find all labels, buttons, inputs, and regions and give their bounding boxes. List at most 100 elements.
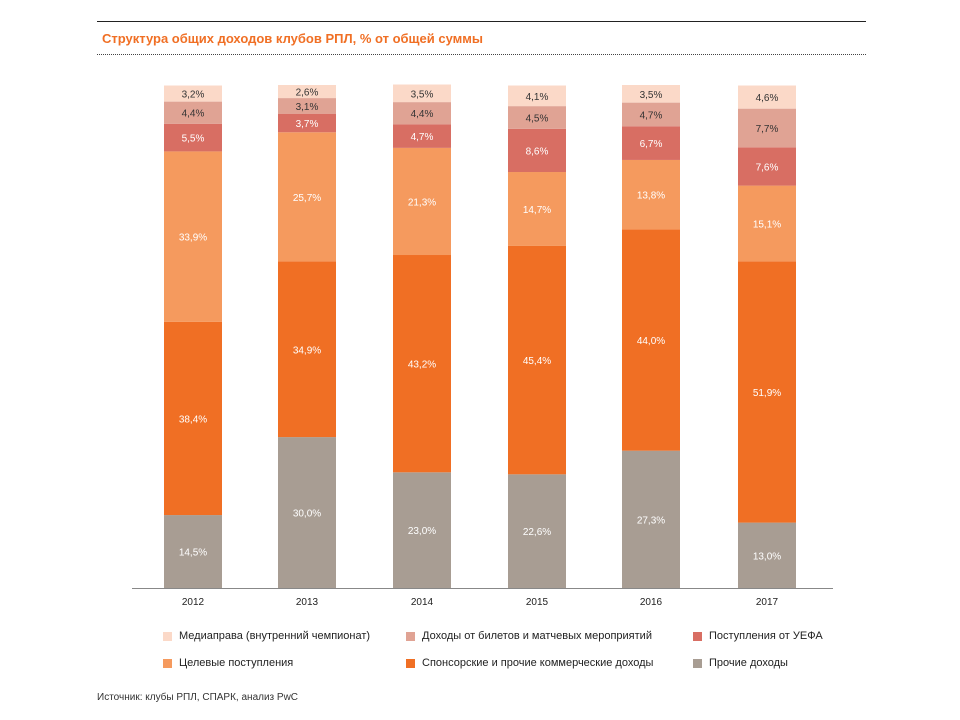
bar-segment bbox=[278, 132, 336, 262]
data-label: 8,6% bbox=[526, 146, 549, 157]
data-label: 22,6% bbox=[523, 527, 551, 538]
legend-swatch bbox=[163, 631, 172, 641]
data-label: 5,5% bbox=[182, 134, 205, 145]
bar-segment bbox=[738, 147, 796, 186]
data-label: 51,9% bbox=[753, 388, 781, 399]
data-label: 7,6% bbox=[756, 162, 779, 173]
data-label: 3,7% bbox=[296, 119, 319, 130]
data-label: 4,5% bbox=[526, 113, 549, 124]
legend-label: Доходы от билетов и матчевых мероприятий bbox=[422, 630, 652, 642]
data-label: 4,7% bbox=[640, 110, 663, 121]
data-label: 14,5% bbox=[179, 548, 207, 559]
data-label: 7,7% bbox=[756, 124, 779, 135]
source-note: Источник: клубы РПЛ, СПАРК, анализ PwC bbox=[97, 692, 299, 703]
bar-segment bbox=[278, 261, 336, 438]
bar-segment bbox=[164, 85, 222, 102]
legend-item-tickets: Доходы от билетов и матчевых мероприятий bbox=[406, 630, 652, 642]
bar-segment bbox=[738, 522, 796, 588]
data-label: 4,4% bbox=[182, 109, 205, 120]
bar-segment bbox=[508, 474, 566, 588]
legend-item-uefa: Поступления от УЕФА bbox=[693, 630, 823, 642]
bar-segment bbox=[278, 437, 336, 588]
stacked-bar-chart: 14,5% 38,4% 33,9% 5,5% 4,4% 3,2% 2012 30,0% 34,9… bbox=[132, 84, 833, 608]
bar-segment bbox=[164, 123, 222, 152]
data-label: 15,1% bbox=[753, 220, 781, 231]
x-tick-label: 2013 bbox=[296, 597, 319, 608]
data-label: 44,0% bbox=[637, 336, 665, 347]
data-label: 13,0% bbox=[753, 551, 781, 562]
bar-segment bbox=[164, 101, 222, 124]
bar-segment bbox=[508, 85, 566, 107]
data-label: 21,3% bbox=[408, 197, 436, 208]
bar-segment bbox=[738, 85, 796, 109]
bar-segment bbox=[622, 126, 680, 160]
data-label: 3,1% bbox=[296, 102, 319, 113]
data-label: 45,4% bbox=[523, 356, 551, 367]
data-label: 30,0% bbox=[293, 509, 321, 520]
x-tick-label: 2016 bbox=[640, 597, 663, 608]
x-tick-label: 2012 bbox=[182, 597, 205, 608]
data-label: 33,9% bbox=[179, 233, 207, 244]
legend-swatch bbox=[693, 658, 702, 668]
legend-label: Целевые поступления bbox=[179, 657, 294, 669]
bar-segment bbox=[738, 108, 796, 148]
bar-segment bbox=[508, 128, 566, 173]
data-label: 3,5% bbox=[411, 89, 434, 100]
data-label: 4,1% bbox=[526, 92, 549, 103]
bar-segment bbox=[278, 98, 336, 114]
data-label: 6,7% bbox=[640, 139, 663, 150]
top-rule bbox=[97, 21, 866, 22]
bar-segment bbox=[622, 102, 680, 127]
data-label: 2,6% bbox=[296, 88, 319, 99]
bar-segment bbox=[508, 172, 566, 246]
bar-segment bbox=[393, 472, 451, 588]
data-label: 13,8% bbox=[637, 191, 665, 202]
bar-segment bbox=[278, 113, 336, 133]
bar-segment bbox=[164, 321, 222, 516]
bar-segment bbox=[278, 85, 336, 99]
legend-swatch bbox=[163, 658, 172, 668]
bar-segment bbox=[164, 151, 222, 322]
bar-segment bbox=[738, 261, 796, 523]
legend-item-media-rights: Медиаправа (внутренний чемпионат) bbox=[163, 630, 370, 642]
legend-label: Спонсорские и прочие коммерческие доходы bbox=[422, 657, 654, 669]
bar-segment bbox=[622, 85, 680, 103]
legend-item-targeted-income: Целевые поступления bbox=[163, 657, 293, 669]
legend-item-other-income: Прочие доходы bbox=[693, 657, 788, 669]
bar-segment bbox=[508, 245, 566, 475]
bar-segment bbox=[508, 106, 566, 129]
legend-item-sponsorship: Спонсорские и прочие коммерческие доходы bbox=[406, 657, 653, 669]
data-label: 38,4% bbox=[179, 414, 207, 425]
title-divider bbox=[97, 54, 866, 55]
bar-segment bbox=[393, 147, 451, 256]
data-label: 25,7% bbox=[293, 193, 321, 204]
bar-segment bbox=[393, 84, 451, 103]
data-label: 14,7% bbox=[523, 205, 551, 216]
data-label: 3,2% bbox=[182, 90, 205, 101]
data-label: 23,0% bbox=[408, 526, 436, 537]
x-tick-label: 2015 bbox=[526, 597, 549, 608]
x-tick-label: 2017 bbox=[756, 597, 779, 608]
data-label: 34,9% bbox=[293, 345, 321, 356]
data-label: 27,3% bbox=[637, 515, 665, 526]
bar-segment bbox=[622, 450, 680, 588]
bar-segment bbox=[738, 185, 796, 262]
bar-segment bbox=[393, 102, 451, 125]
data-label: 4,7% bbox=[411, 132, 434, 143]
data-label: 4,6% bbox=[756, 93, 779, 104]
legend-label: Прочие доходы bbox=[709, 657, 788, 669]
legend-swatch bbox=[406, 631, 415, 641]
legend-swatch bbox=[693, 631, 702, 641]
data-label: 43,2% bbox=[408, 360, 436, 371]
legend-label: Поступления от УЕФА bbox=[709, 630, 823, 642]
legend-label: Медиаправа (внутренний чемпионат) bbox=[179, 630, 371, 642]
bar-segment bbox=[164, 515, 222, 588]
legend-swatch bbox=[406, 658, 415, 668]
data-label: 3,5% bbox=[640, 90, 663, 101]
chart-title: Структура общих доходов клубов РПЛ, % от… bbox=[102, 31, 483, 46]
data-label: 4,4% bbox=[411, 109, 434, 120]
bar-segment bbox=[393, 255, 451, 473]
bar-segment bbox=[622, 229, 680, 451]
bar-segment bbox=[393, 124, 451, 148]
x-tick-label: 2014 bbox=[411, 597, 434, 608]
